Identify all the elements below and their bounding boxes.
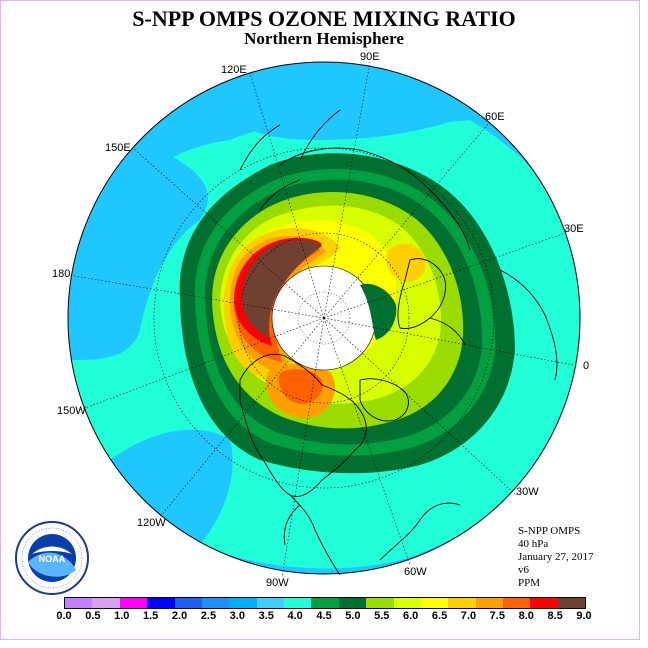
colorbar-segment bbox=[557, 598, 586, 608]
colorbar-tick-label: 1.5 bbox=[143, 610, 159, 622]
band-3-0-sw bbox=[110, 429, 233, 545]
figure-title: S-NPP OMPS OZONE MIXING RATIO bbox=[132, 6, 516, 31]
band-5-0-polar bbox=[360, 283, 397, 340]
noaa-logo-text: NOAA bbox=[39, 554, 66, 564]
colorbar-tick-label: 9.0 bbox=[576, 610, 592, 622]
colorbar-segment bbox=[503, 598, 531, 608]
colorbar-segment bbox=[393, 598, 421, 608]
longitude-label-90w: 90W bbox=[266, 577, 289, 589]
longitude-label-60w: 60W bbox=[404, 566, 427, 578]
noaa-logo: NOAA bbox=[15, 521, 89, 595]
graticule bbox=[68, 61, 579, 578]
colorbar-tick-label: 2.5 bbox=[200, 610, 217, 622]
colorbar-segment bbox=[229, 598, 257, 608]
instrument-text: S-NPP OMPS bbox=[518, 525, 581, 537]
colorbar-tick-label: 6.5 bbox=[431, 610, 448, 622]
colorbar-tick-label: 2.0 bbox=[171, 610, 188, 622]
version-text: v6 bbox=[518, 564, 529, 576]
colorbar-segment bbox=[338, 598, 367, 608]
map-disc-outline bbox=[67, 61, 581, 575]
colorbar-tick-label: 8.0 bbox=[518, 610, 534, 622]
colorbar-segment bbox=[420, 598, 449, 608]
longitude-label-90e: 90E bbox=[360, 51, 380, 63]
band-7-0-east bbox=[386, 243, 426, 282]
colorbar-segment bbox=[475, 598, 503, 608]
figure-frame bbox=[0, 0, 640, 640]
colorbar-tick-label: 1.0 bbox=[114, 610, 130, 622]
colorbar-segment bbox=[119, 598, 148, 608]
colorbar-tick-label: 5.5 bbox=[374, 610, 390, 622]
colorbar-tick-label: 3.5 bbox=[258, 610, 274, 622]
band-3-0-ne bbox=[240, 104, 470, 140]
colorbar-tick-label: 7.5 bbox=[489, 610, 505, 622]
colorbar bbox=[64, 597, 586, 609]
band-9-0 bbox=[242, 239, 322, 338]
colorbar-segment bbox=[448, 598, 476, 608]
longitude-label-120e: 120E bbox=[221, 64, 247, 76]
pressure-level-text: 40 hPa bbox=[518, 538, 549, 550]
colorbar-segment bbox=[284, 598, 312, 608]
colorbar-tick-label: 8.5 bbox=[547, 610, 563, 622]
longitude-label-30e: 30E bbox=[564, 223, 584, 235]
longitude-label-30w: 30W bbox=[516, 486, 539, 498]
coastlines bbox=[239, 109, 558, 576]
longitude-label-0: 0 bbox=[583, 360, 590, 372]
colorbar-tick-label: 7.0 bbox=[460, 610, 477, 622]
longitude-label-180: 180 bbox=[52, 268, 71, 280]
pole-marker bbox=[297, 291, 351, 345]
colorbar-tick-label: 0.5 bbox=[85, 610, 101, 622]
colorbar-segment bbox=[530, 598, 558, 608]
colorbar-tick-label: 4.5 bbox=[316, 610, 332, 622]
colorbar-segment bbox=[147, 598, 175, 608]
colorbar-segment bbox=[256, 598, 284, 608]
band-8-0-south bbox=[278, 369, 323, 404]
longitude-label-60e: 60E bbox=[485, 111, 505, 123]
longitude-label-150w: 150W bbox=[57, 405, 86, 417]
colorbar-segment bbox=[174, 598, 202, 608]
colorbar-tick-label: 3.0 bbox=[229, 610, 245, 622]
figure-subtitle: Northern Hemisphere bbox=[244, 29, 404, 48]
colorbar-segment bbox=[65, 598, 93, 608]
colorbar-segment bbox=[92, 598, 120, 608]
colorbar-tick-label: 5.0 bbox=[345, 610, 361, 622]
colorbar-tick-label: 0.0 bbox=[56, 610, 72, 622]
colorbar-tick-label: 6.0 bbox=[403, 610, 419, 622]
colorbar-segment bbox=[366, 598, 394, 608]
longitude-label-150e: 150E bbox=[105, 142, 131, 154]
colorbar-tick-label: 4.0 bbox=[287, 610, 303, 622]
colorbar-ticks: 0.0 0.5 1.0 1.5 2.0 2.5 3.0 3.5 4.0 4.5 5.0 5.5 6.0 6… bbox=[0, 610, 648, 626]
metadata-block: S-NPP OMPS 40 hPa January 27, 2017 v6 PP… bbox=[518, 525, 593, 590]
date-text: January 27, 2017 bbox=[518, 551, 594, 563]
units-text: PPM bbox=[518, 577, 541, 589]
colorbar-segment bbox=[311, 598, 339, 608]
band-3-0-nw bbox=[68, 150, 208, 360]
colorbar-segment bbox=[201, 598, 230, 608]
longitude-label-120w: 120W bbox=[137, 517, 166, 529]
